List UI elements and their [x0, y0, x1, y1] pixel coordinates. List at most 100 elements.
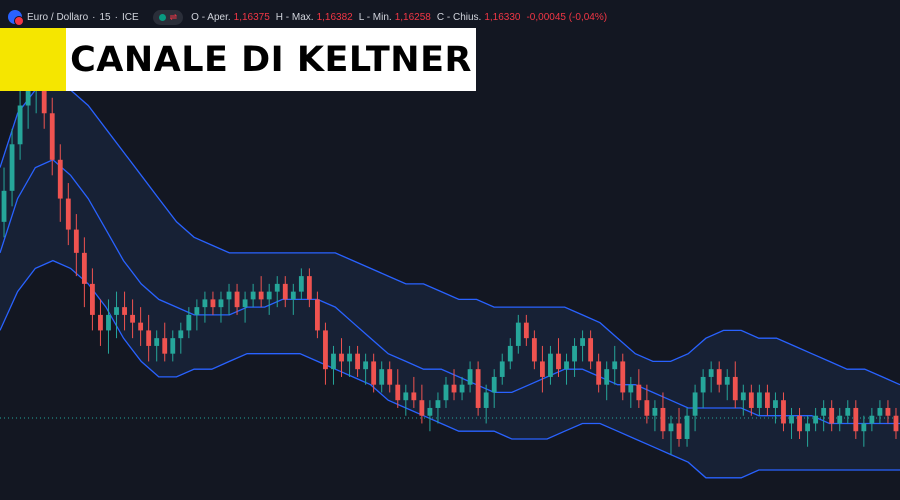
candle-body	[459, 384, 465, 393]
candle-body	[636, 384, 642, 401]
currency-pair-icon	[8, 10, 24, 26]
candle-body	[853, 407, 859, 432]
candle-body	[499, 361, 505, 377]
candle-body	[339, 353, 344, 362]
candle-body	[427, 407, 433, 416]
candle-body	[65, 198, 71, 230]
candle-body	[298, 276, 304, 292]
candle-body	[315, 299, 320, 331]
low-label: L - Min.	[358, 11, 392, 23]
exchange-label: ICE	[121, 11, 139, 23]
candle-body	[266, 291, 272, 300]
candle-body	[395, 384, 401, 401]
candle-body	[700, 376, 706, 393]
candle-body	[556, 353, 561, 370]
candle-body	[572, 345, 577, 362]
candle-body	[716, 369, 722, 385]
symbol-name[interactable]: Euro / Dollaro · 15 · ICE	[27, 11, 139, 23]
candle-body	[732, 376, 738, 401]
candle-body	[146, 330, 152, 346]
candle-body	[90, 283, 95, 315]
candle-body	[290, 291, 296, 300]
keltner-upper-line	[0, 81, 900, 386]
candle-body	[821, 407, 827, 416]
candle-body	[813, 415, 819, 424]
candle-body	[9, 144, 15, 191]
candle-body	[765, 392, 770, 408]
candle-body	[588, 338, 594, 362]
candle-body	[748, 392, 754, 408]
candle-body	[250, 291, 256, 300]
candle-body	[708, 369, 714, 377]
candle-body	[451, 384, 457, 393]
change-value: -0,00045 (-0,04%)	[526, 11, 608, 23]
candle-body	[379, 369, 385, 385]
candle-body	[130, 314, 135, 323]
candle-body	[869, 415, 875, 424]
close-label: C - Chius.	[436, 11, 482, 23]
candle-body	[411, 392, 417, 401]
candle-body	[781, 400, 786, 424]
open-label: O - Aper.	[191, 11, 231, 23]
candle-body	[331, 353, 336, 370]
candle-body	[194, 307, 200, 315]
market-status-icon	[158, 13, 166, 21]
market-status-pill[interactable]: ⇌	[152, 9, 184, 25]
candle-body	[692, 392, 698, 416]
candle-body	[323, 330, 328, 370]
candle-body	[668, 423, 674, 432]
keltner-lower-line	[0, 259, 900, 479]
candle-body	[756, 392, 762, 408]
title-box: CANALE DI KELTNER	[66, 28, 476, 91]
candle-body	[371, 361, 377, 385]
candle-body	[202, 299, 208, 308]
open-value: 1,16375	[233, 11, 270, 23]
candle-body	[210, 299, 216, 308]
title-accent-block	[0, 28, 66, 91]
candle-body	[387, 369, 393, 385]
candle-body	[845, 407, 851, 416]
candle-body	[467, 369, 473, 385]
candle-body	[435, 400, 441, 408]
candle-body	[1, 190, 7, 222]
candle-body	[515, 322, 521, 346]
candle-body	[628, 384, 634, 393]
candle-body	[41, 82, 47, 114]
candle-body	[178, 330, 184, 339]
keltner-middle-line	[0, 159, 900, 425]
candle-body	[218, 299, 224, 308]
title-banner: CANALE DI KELTNER	[0, 28, 476, 91]
candle-body	[162, 338, 168, 354]
candle-body	[684, 415, 690, 439]
candle-body	[789, 415, 794, 424]
candle-body	[612, 361, 618, 370]
candle-body	[475, 369, 481, 408]
candle-body	[724, 376, 730, 385]
symbol-label: Euro / Dollaro	[27, 11, 89, 23]
chart-header: Euro / Dollaro · 15 · ICE ⇌ O - Aper. 1,1637…	[0, 0, 900, 34]
candle-body	[226, 291, 232, 300]
candle-body	[893, 415, 899, 432]
candle-body	[805, 423, 810, 432]
candle-body	[604, 369, 610, 385]
candle-body	[186, 314, 192, 331]
candle-body	[274, 283, 280, 292]
candle-body	[491, 376, 497, 393]
candle-body	[620, 361, 626, 393]
candle-body	[154, 338, 160, 346]
alert-icon: ⇌	[169, 11, 178, 22]
candle-body	[122, 307, 127, 315]
candle-body	[98, 314, 103, 331]
candle-body	[242, 299, 248, 308]
candle-body	[483, 392, 489, 408]
candle-body	[740, 392, 746, 401]
candle-body	[258, 291, 264, 300]
candle-body	[114, 307, 119, 315]
candle-body	[885, 407, 891, 416]
candle-body	[355, 353, 360, 370]
candle-body	[306, 276, 312, 300]
candle-body	[580, 338, 585, 346]
candle-body	[73, 229, 79, 253]
high-value: 1,16382	[316, 11, 353, 23]
